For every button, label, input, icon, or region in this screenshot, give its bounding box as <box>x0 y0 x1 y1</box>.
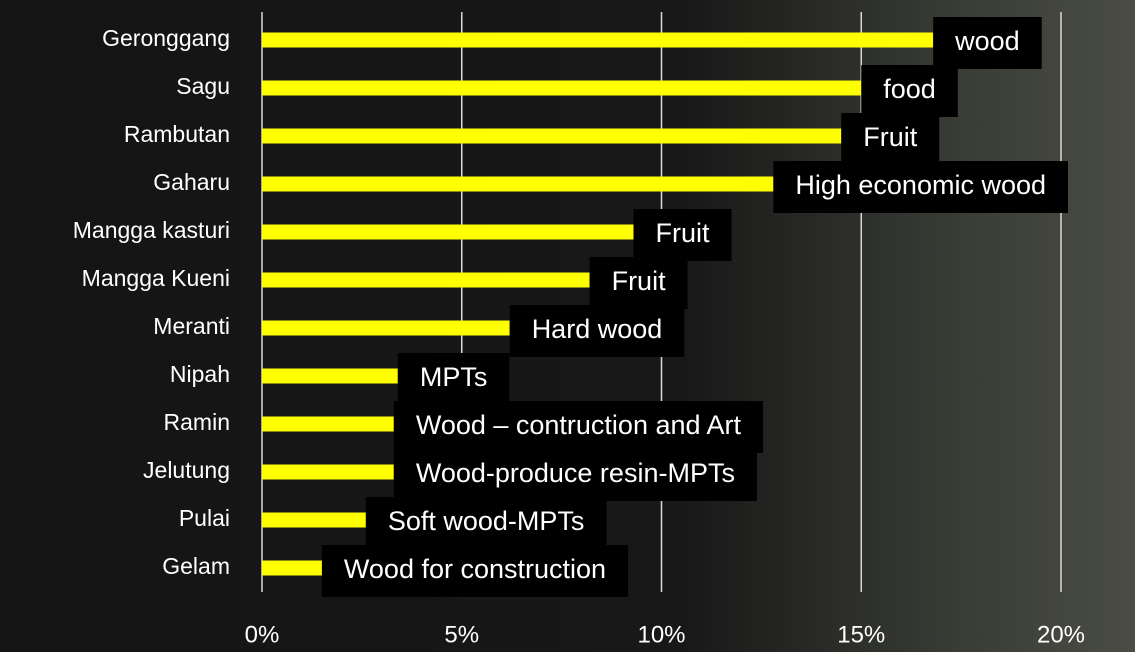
annotation: wood <box>933 17 1042 69</box>
bar <box>262 321 510 336</box>
annotation: Fruit <box>590 257 688 309</box>
annotation-label: MPTs <box>420 362 488 392</box>
bar <box>262 81 861 96</box>
y-tick-label: Jelutung <box>143 457 230 483</box>
bar <box>262 33 933 48</box>
bar <box>262 129 841 144</box>
bar <box>262 417 394 432</box>
y-tick-label: Ramin <box>164 409 230 435</box>
annotation-label: Soft wood-MPTs <box>388 506 585 536</box>
y-tick-label: Sagu <box>176 73 230 99</box>
bar <box>262 465 394 480</box>
y-tick-label: Nipah <box>170 361 230 387</box>
chart: wood food Fruit High economic wood Fruit Frui… <box>0 0 1135 652</box>
annotation: Wood-produce resin-MPTs <box>394 449 757 501</box>
annotation: Fruit <box>841 113 939 165</box>
x-tick-label: 5% <box>444 621 479 648</box>
annotation: Soft wood-MPTs <box>366 497 607 549</box>
annotation: Fruit <box>634 209 732 261</box>
annotation-label: High economic wood <box>795 170 1046 200</box>
annotation-label: Fruit <box>863 122 917 152</box>
y-tick-label: Geronggang <box>102 25 230 51</box>
y-tick-label: Mangga Kueni <box>82 265 230 291</box>
annotation: MPTs <box>398 353 510 405</box>
bar <box>262 177 773 192</box>
annotation-label: Wood-produce resin-MPTs <box>416 458 735 488</box>
x-tick-label: 0% <box>245 621 280 648</box>
annotation-label: Wood – contruction and Art <box>416 410 742 440</box>
bar <box>262 273 590 288</box>
bar <box>262 369 398 384</box>
annotation: High economic wood <box>773 161 1068 213</box>
annotation: Hard wood <box>510 305 685 357</box>
annotation: Wood for construction <box>322 545 628 597</box>
y-tick-label: Mangga kasturi <box>73 217 230 243</box>
bar <box>262 225 634 240</box>
annotation: Wood – contruction and Art <box>394 401 763 453</box>
annotation-label: wood <box>954 26 1020 56</box>
bar <box>262 513 366 528</box>
bar <box>262 561 322 576</box>
annotation-label: food <box>883 74 936 104</box>
y-tick-label: Meranti <box>153 313 230 339</box>
x-tick-label: 15% <box>837 621 885 648</box>
x-tick-label: 10% <box>637 621 685 648</box>
annotation-label: Fruit <box>612 266 666 296</box>
y-tick-label: Gaharu <box>153 169 230 195</box>
page: {"chart_data": {"type": "bar", "orientat… <box>0 0 1135 652</box>
y-tick-label: Pulai <box>179 505 230 531</box>
x-tick-label: 20% <box>1037 621 1085 648</box>
annotation-label: Fruit <box>656 218 710 248</box>
annotation-label: Hard wood <box>532 314 663 344</box>
y-tick-label: Gelam <box>162 553 230 579</box>
annotation-label: Wood for construction <box>344 554 606 584</box>
y-tick-label: Rambutan <box>124 121 230 147</box>
annotation: food <box>861 65 958 117</box>
